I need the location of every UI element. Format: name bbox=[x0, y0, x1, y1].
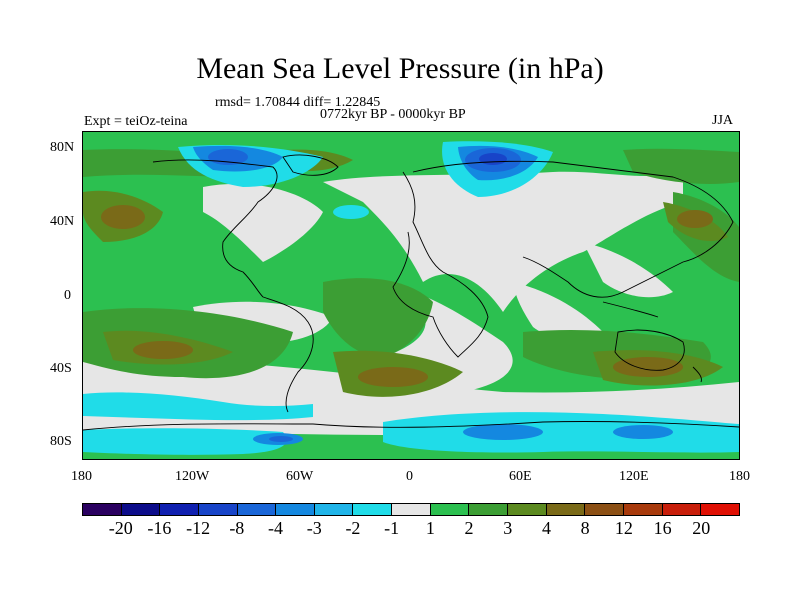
colorbar-swatch bbox=[469, 504, 509, 515]
colorbar-swatch bbox=[623, 504, 663, 515]
colorbar-swatch bbox=[237, 504, 277, 515]
lon-label: 120W bbox=[175, 469, 210, 484]
lon-label: 180 bbox=[71, 469, 92, 484]
colorbar-swatch bbox=[430, 504, 470, 515]
colorbar-label: 3 bbox=[503, 518, 513, 538]
colorbar-swatch bbox=[276, 504, 315, 515]
colorbar-swatch bbox=[546, 504, 586, 515]
lon-label: 60W bbox=[286, 469, 314, 484]
colorbar-swatch bbox=[121, 504, 161, 515]
colorbar-label: 20 bbox=[692, 518, 711, 538]
colorbar-label: -2 bbox=[345, 518, 361, 538]
lon-label: 0 bbox=[406, 469, 413, 484]
colorbar-swatch bbox=[662, 504, 702, 515]
colorbar bbox=[82, 503, 740, 516]
colorbar-swatch bbox=[160, 504, 199, 515]
colorbar-label: -12 bbox=[186, 518, 211, 538]
colorbar-label: 1 bbox=[425, 518, 435, 538]
colorbar-label: 16 bbox=[653, 518, 672, 538]
map-canvas bbox=[83, 132, 739, 459]
colorbar-swatch bbox=[314, 504, 354, 515]
colorbar-label: -3 bbox=[306, 518, 322, 538]
lat-label: 40S bbox=[50, 361, 72, 376]
lon-label: 60E bbox=[509, 469, 532, 484]
pressure-map bbox=[82, 131, 740, 460]
colorbar-label: 4 bbox=[541, 518, 551, 538]
colorbar-swatch bbox=[508, 504, 547, 515]
experiment-label: Expt = teiOz-teina bbox=[84, 114, 188, 129]
brown-regions bbox=[101, 205, 713, 387]
colorbar-swatch bbox=[585, 504, 624, 515]
colorbar-label: 2 bbox=[464, 518, 474, 538]
colorbar-label: -1 bbox=[384, 518, 400, 538]
colorbar-label: -20 bbox=[108, 518, 133, 538]
lat-label: 80N bbox=[50, 140, 75, 155]
coastlines bbox=[83, 154, 739, 431]
map-title: Mean Sea Level Pressure (in hPa) bbox=[196, 52, 604, 85]
colorbar-label: 8 bbox=[580, 518, 590, 538]
stats-label: rmsd= 1.70844 diff= 1.22845 bbox=[215, 95, 381, 110]
lon-label: 120E bbox=[619, 469, 649, 484]
lat-label: 80S bbox=[50, 434, 72, 449]
colorbar-label: 12 bbox=[614, 518, 633, 538]
colorbar-swatch bbox=[392, 504, 431, 515]
colorbar-swatch bbox=[353, 504, 393, 515]
colorbar-swatch bbox=[198, 504, 238, 515]
colorbar-label: -4 bbox=[268, 518, 284, 538]
lat-label: 40N bbox=[50, 214, 75, 229]
season-label: JJA bbox=[712, 113, 734, 128]
colorbar-label: -8 bbox=[229, 518, 245, 538]
lon-label: 180 bbox=[729, 469, 750, 484]
lat-label: 0 bbox=[64, 288, 71, 303]
colorbar-swatch bbox=[83, 504, 122, 515]
colorbar-label: -16 bbox=[147, 518, 172, 538]
colorbar-swatch bbox=[701, 504, 739, 515]
dark-blue-regions bbox=[479, 153, 507, 165]
period-label: 0772kyr BP - 0000kyr BP bbox=[320, 107, 466, 122]
